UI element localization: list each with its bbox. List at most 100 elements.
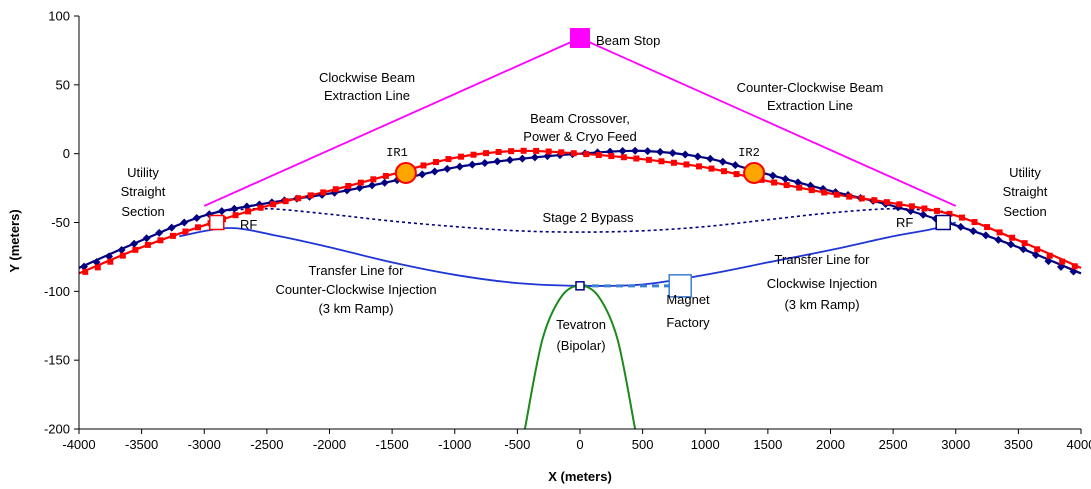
x-tick-label: -500 [504, 437, 530, 452]
ring-blue-point [142, 234, 151, 243]
crossover-line2: Power & Cryo Feed [523, 129, 636, 144]
ring-red-point [1071, 263, 1078, 270]
ring-red-point [1021, 240, 1028, 247]
rf-right-label: RF [896, 215, 913, 230]
clockwise-extraction-label: Clockwise Beam Extraction Line [319, 70, 415, 103]
ring-blue-point [192, 213, 201, 222]
rf-left-label: RF [240, 217, 257, 232]
ring-red-point [959, 214, 966, 221]
ring-blue-point [1019, 245, 1028, 254]
ring-blue-point [681, 150, 690, 159]
x-tick-label: -1000 [438, 437, 471, 452]
tevatron-line1: Tevatron [556, 317, 606, 332]
ring-red-point [119, 252, 126, 259]
ring-blue-point [656, 147, 665, 156]
ring-red-point [633, 155, 640, 162]
ccw-extraction-line1: Counter-Clockwise Beam [737, 80, 884, 95]
ring-red-point [858, 195, 865, 202]
ring-blue-point [919, 210, 928, 219]
ring-red-point [520, 147, 527, 154]
ring-red-point [107, 258, 114, 265]
ring-red-point [570, 150, 577, 157]
y-tick-label: -50 [51, 215, 70, 230]
magnet-factory-marker [668, 274, 692, 298]
ring-red-point [357, 179, 364, 186]
ring-red-point [771, 179, 778, 186]
ring-red-point [971, 219, 978, 226]
ring-red-point [508, 148, 515, 155]
ring-red-point [370, 176, 377, 183]
ring-blue-point [105, 252, 114, 261]
ring-blue-point [455, 162, 464, 171]
ring-blue-point [956, 222, 965, 231]
tevatron-line2: (Bipolar) [556, 338, 605, 353]
utility-right-line3: Section [1003, 204, 1046, 219]
x-tick-label: 2500 [879, 437, 908, 452]
ring-red-point [458, 153, 465, 160]
x-tick-label: 3500 [1004, 437, 1033, 452]
x-tick-label: -4000 [62, 437, 95, 452]
tevatron-node-marker [575, 281, 585, 291]
ring-red-point [721, 168, 728, 175]
ring-blue-point [418, 170, 427, 179]
x-tick-label: 500 [632, 437, 654, 452]
ring-blue-point [480, 158, 489, 167]
ring-red-point [245, 208, 252, 215]
ring-red-point [984, 224, 991, 231]
beam-stop-marker [570, 28, 590, 49]
ring-blue-point [768, 171, 777, 180]
ring-red-point [295, 195, 302, 202]
ring-red-point [783, 182, 790, 189]
plot-lines [78, 37, 1082, 430]
crossover-label: Beam Crossover, Power & Cryo Feed [523, 111, 636, 144]
ring-blue-point [668, 149, 677, 158]
ir2-marker [743, 161, 766, 184]
ring-blue-point [706, 154, 715, 163]
x-tick-label: -3000 [188, 437, 221, 452]
ring-blue-point [981, 231, 990, 240]
ring-red-line [78, 149, 1082, 275]
utility-left-label: Utility Straight Section [121, 165, 166, 219]
x-tick-label: 3000 [941, 437, 970, 452]
transfer-cw-line1: Transfer Line for [775, 252, 871, 267]
ring-red-point [132, 246, 139, 253]
clockwise-extraction-line2: Extraction Line [324, 88, 410, 103]
ring-red-point [708, 165, 715, 172]
ring-red-point [821, 189, 828, 196]
utility-left-line1: Utility [127, 165, 159, 180]
ring-blue-point [693, 152, 702, 161]
x-tick-label: 1000 [691, 437, 720, 452]
ir1-label: IR1 [386, 146, 408, 160]
clockwise-extraction-line1: Clockwise Beam [319, 70, 415, 85]
ring-blue-point [92, 258, 101, 267]
ir-labels: IR1 IR2 [386, 146, 760, 160]
ring-blue-point [969, 227, 978, 236]
utility-left-line3: Section [121, 204, 164, 219]
ring-red-point [808, 187, 815, 194]
transfer-ccw-line1: Transfer Line for [309, 263, 405, 278]
ring-red-point [194, 224, 201, 231]
bypass-label: Stage 2 Bypass [542, 210, 634, 225]
ring-blue-point [631, 146, 640, 155]
ring-red-point [1046, 252, 1053, 259]
ring-red-point [645, 156, 652, 163]
x-axis-title: X (meters) [548, 469, 612, 484]
y-tick-label: 0 [63, 146, 70, 161]
ring-red-point [483, 150, 490, 157]
ring-blue-point [643, 147, 652, 156]
ring-blue-point [443, 164, 452, 173]
ring-red-point [796, 184, 803, 191]
magnet-factory-line2: Factory [666, 315, 710, 330]
ring-blue-point [781, 174, 790, 183]
transfer-cw-line3: (3 km Ramp) [784, 297, 859, 312]
ring-red-point [946, 210, 953, 217]
ring-red-point [144, 241, 151, 248]
ring-red-point [270, 201, 277, 208]
ring-red-point [94, 264, 101, 271]
ring-red-point [470, 151, 477, 158]
ring-blue-point [155, 228, 164, 237]
y-tick-label: -150 [44, 353, 70, 368]
rf-right-marker [935, 214, 951, 231]
ring-blue-point [518, 154, 527, 163]
